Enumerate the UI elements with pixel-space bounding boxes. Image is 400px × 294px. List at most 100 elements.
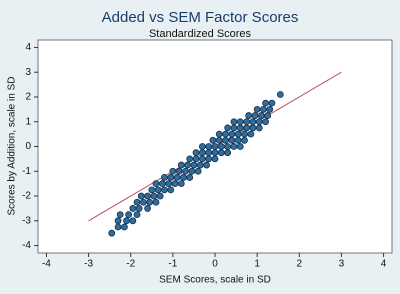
point: [215, 130, 223, 138]
point: [260, 105, 267, 113]
point: [209, 136, 217, 144]
point: [148, 186, 156, 194]
point: [222, 130, 229, 138]
point: [266, 105, 274, 113]
point: [175, 167, 183, 175]
point: [241, 130, 248, 138]
point: [276, 91, 284, 98]
point: [198, 155, 206, 163]
point: [158, 180, 166, 188]
point: [135, 205, 143, 212]
point: [205, 143, 213, 150]
point: [188, 167, 196, 175]
x-axis-label: SEM Scores, scale in SD: [159, 275, 271, 286]
point: [211, 155, 219, 163]
point: [251, 112, 259, 119]
point: [156, 192, 164, 200]
point: [120, 223, 128, 231]
point: [161, 174, 168, 181]
x-tick-label: 1: [254, 259, 260, 270]
chart-title: Added vs SEM Factor Scores: [102, 9, 299, 26]
point: [167, 174, 175, 181]
point: [192, 155, 200, 163]
point: [228, 130, 236, 138]
point: [167, 186, 175, 194]
point: [243, 118, 251, 126]
point: [245, 112, 253, 119]
point: [222, 136, 229, 144]
point: [236, 118, 244, 126]
y-tick-label: -1: [22, 166, 31, 177]
y-tick-label: -3: [22, 215, 31, 226]
point: [114, 217, 122, 225]
point: [255, 124, 263, 132]
point: [133, 198, 141, 206]
point: [236, 124, 244, 132]
point: [161, 186, 168, 194]
point: [177, 161, 185, 169]
point: [211, 149, 219, 157]
point: [198, 149, 206, 157]
point: [133, 211, 141, 219]
point: [205, 149, 213, 157]
point: [154, 186, 162, 194]
point: [247, 130, 255, 138]
x-tick-label: -2: [126, 259, 135, 270]
point: [186, 155, 194, 163]
point: [257, 112, 265, 119]
y-tick-label: 3: [25, 67, 31, 78]
point: [262, 99, 269, 107]
point: [234, 130, 242, 138]
point: [230, 143, 238, 150]
point: [137, 192, 145, 200]
y-tick-label: 2: [25, 92, 31, 103]
point: [215, 136, 223, 144]
point: [152, 180, 160, 188]
point: [171, 180, 179, 188]
point: [243, 124, 251, 132]
point: [268, 99, 276, 107]
point: [129, 205, 137, 212]
point: [224, 143, 232, 150]
point: [249, 124, 257, 132]
point: [203, 161, 210, 169]
point: [165, 180, 173, 188]
y-tick-label: -2: [22, 191, 31, 202]
point: [152, 198, 160, 206]
point: [194, 167, 202, 175]
point: [125, 211, 133, 219]
point: [144, 205, 151, 212]
x-tick-label: 4: [381, 259, 387, 270]
x-tick-label: 2: [297, 259, 303, 270]
point: [186, 174, 194, 181]
point: [184, 161, 192, 169]
point: [129, 217, 137, 225]
point: [217, 143, 225, 150]
point: [182, 167, 189, 175]
point: [177, 180, 185, 188]
point: [228, 136, 236, 144]
point: [139, 198, 147, 206]
y-tick-label: -4: [22, 240, 31, 251]
point: [230, 124, 238, 132]
point: [211, 143, 219, 150]
chart-subtitle: Standardized Scores: [149, 28, 252, 40]
point: [217, 149, 225, 157]
point: [253, 105, 261, 113]
point: [173, 174, 181, 181]
x-tick-label: -4: [42, 259, 51, 270]
y-tick-label: 0: [25, 141, 31, 152]
point: [205, 155, 213, 163]
point: [196, 161, 204, 169]
x-tick-label: 3: [339, 259, 345, 270]
point: [236, 143, 244, 150]
point: [123, 217, 130, 225]
y-axis-label: Scores by Addition, scale in SD: [7, 77, 18, 216]
point: [249, 118, 257, 126]
point: [234, 136, 242, 144]
point: [255, 118, 263, 126]
point: [169, 167, 177, 175]
x-tick-label: -1: [168, 259, 177, 270]
